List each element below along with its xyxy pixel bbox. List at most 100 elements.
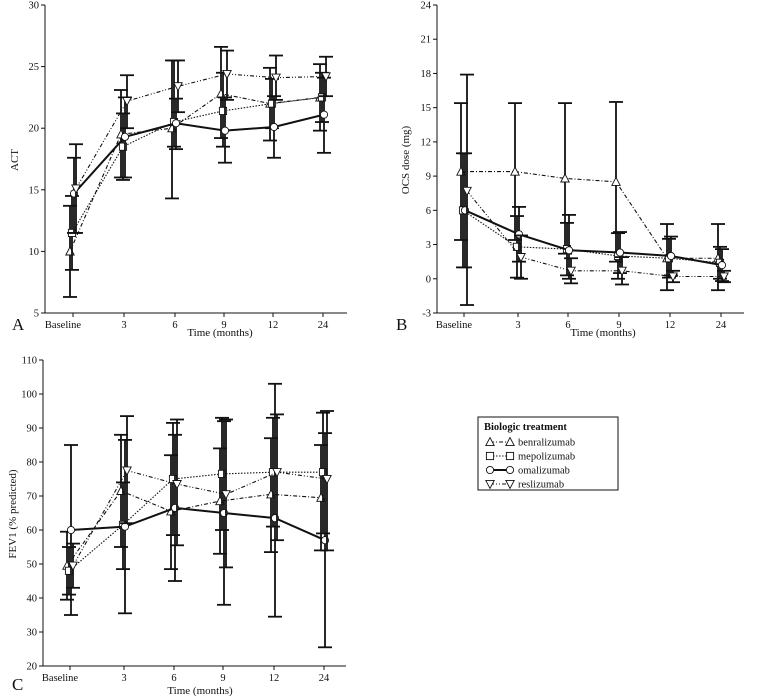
series-mepolizumab — [65, 59, 329, 271]
point-reslizumab — [462, 186, 472, 197]
y-axis-label-b: OCS dose (mg) — [400, 125, 412, 194]
legend-entries: benralizumab mepolizumab omalizumab reslizu… — [485, 436, 575, 491]
series-line-mepolizumab — [71, 96, 323, 234]
series-reslizumab — [460, 73, 731, 306]
point-reslizumab — [272, 468, 282, 478]
point-reslizumab — [321, 72, 331, 82]
x-tick-label: 9 — [220, 673, 225, 684]
point-reslizumab — [271, 73, 281, 84]
x-tick-label: Baseline — [436, 320, 472, 331]
x-tick-label: 24 — [716, 320, 727, 331]
legend-marker-end-benralizumab — [505, 436, 515, 447]
series-line-benralizumab — [69, 93, 321, 252]
point-omalizumab — [717, 261, 727, 270]
point-reslizumab — [71, 184, 81, 194]
y-tick-label: 15 — [29, 185, 40, 196]
x-tick-label: 24 — [319, 673, 330, 684]
x-tick-label: 6 — [172, 320, 177, 331]
y-tick-label: 100 — [21, 390, 37, 401]
series-benralizumab — [60, 433, 328, 601]
y-tick-label: 24 — [421, 1, 432, 12]
x-tick-label: 12 — [665, 320, 676, 331]
point-omalizumab — [171, 119, 181, 128]
point-omalizumab — [615, 248, 625, 257]
y-axis-label-c: FEV1 (% predicted) — [7, 469, 19, 559]
y-tick-label: 9 — [426, 172, 431, 183]
legend-label-mepolizumab: mepolizumab — [518, 452, 575, 463]
point-reslizumab — [122, 97, 132, 107]
point-omalizumab — [269, 122, 279, 132]
series-line-mepolizumab — [462, 209, 721, 264]
point-reslizumab — [617, 266, 627, 277]
y-tick-label: 0 — [426, 274, 431, 285]
point-omalizumab — [319, 110, 329, 119]
legend-marker-start-benralizumab — [485, 436, 495, 447]
x-tick-label: 24 — [318, 320, 329, 331]
series-line-omalizumab — [464, 209, 723, 267]
series-line-reslizumab — [466, 190, 724, 278]
panel-letter-c: C — [12, 675, 23, 694]
legend-marker-start-omalizumab — [485, 465, 495, 475]
panel-c: C Time (months) FEV1 (% predicted) 20 30 4… — [7, 356, 346, 697]
point-reslizumab — [719, 272, 729, 282]
series-line-omalizumab — [70, 506, 326, 542]
legend-marker-end-omalizumab — [505, 465, 515, 475]
y-tick-label: 30 — [27, 628, 38, 639]
series-mepolizumab — [62, 411, 330, 596]
y-axis-label-a: ACT — [9, 149, 21, 171]
y-tick-label: 25 — [29, 62, 40, 73]
point-mepolizumab — [118, 142, 128, 151]
series-line-benralizumab — [66, 490, 322, 567]
legend-label-reslizumab: reslizumab — [518, 480, 564, 491]
y-tick-label: 18 — [421, 69, 432, 80]
y-tick-label: -3 — [422, 309, 431, 320]
point-reslizumab — [516, 253, 526, 263]
y-tick-label: 20 — [27, 662, 38, 673]
series-benralizumab — [63, 45, 327, 298]
legend-title: Biologic treatment — [484, 422, 567, 433]
point-benralizumab — [116, 485, 126, 495]
series-omalizumab — [458, 152, 729, 282]
series-line-reslizumab — [72, 469, 328, 566]
panel-b: B Time (months) OCS dose (mg) -3 0 3 6 9 12 15… — [396, 1, 744, 339]
series-mepolizumab — [456, 152, 727, 280]
series-reslizumab — [69, 49, 333, 234]
legend-marker-start-reslizumab — [485, 479, 495, 490]
panel-letter-b: B — [396, 315, 407, 334]
point-benralizumab — [65, 246, 75, 256]
y-tick-label: 60 — [27, 526, 38, 537]
x-tick-label: 3 — [515, 320, 520, 331]
legend-marker-end-reslizumab — [505, 479, 515, 490]
point-reslizumab — [122, 466, 132, 476]
point-reslizumab — [566, 266, 576, 277]
x-tick-label: 3 — [121, 320, 126, 331]
point-mepolizumab — [317, 93, 327, 102]
y-tick-label: 20 — [29, 124, 40, 135]
series-reslizumab — [66, 410, 334, 589]
legend-box — [477, 416, 619, 491]
series-line-omalizumab — [73, 113, 325, 195]
point-reslizumab — [172, 480, 182, 490]
legend-label-benralizumab: benralizumab — [518, 438, 575, 449]
point-reslizumab — [322, 474, 332, 485]
point-benralizumab — [216, 88, 226, 98]
series-line-reslizumab — [75, 73, 327, 189]
y-tick-label: 12 — [421, 137, 432, 148]
series-benralizumab — [454, 101, 725, 292]
x-tick-label: 12 — [269, 673, 280, 684]
x-tick-label: 9 — [221, 320, 226, 331]
series-line-mepolizumab — [68, 471, 323, 572]
y-tick-label: 5 — [34, 309, 39, 320]
panel-a: A Time (months) ACT 5 10 15 20 25 30 Baseline 3… — [9, 1, 347, 339]
legend-marker-end-mepolizumab — [505, 451, 515, 461]
point-benralizumab — [611, 176, 621, 186]
point-reslizumab — [222, 69, 232, 80]
series-omalizumab — [67, 76, 331, 234]
point-reslizumab — [221, 490, 231, 500]
x-tick-label: 6 — [171, 673, 176, 684]
x-tick-label: 9 — [616, 320, 621, 331]
y-tick-label: 90 — [27, 424, 38, 435]
y-tick-label: 30 — [29, 1, 40, 12]
x-axis-label-a: Time (months) — [187, 327, 253, 339]
y-tick-label: 6 — [426, 206, 431, 217]
